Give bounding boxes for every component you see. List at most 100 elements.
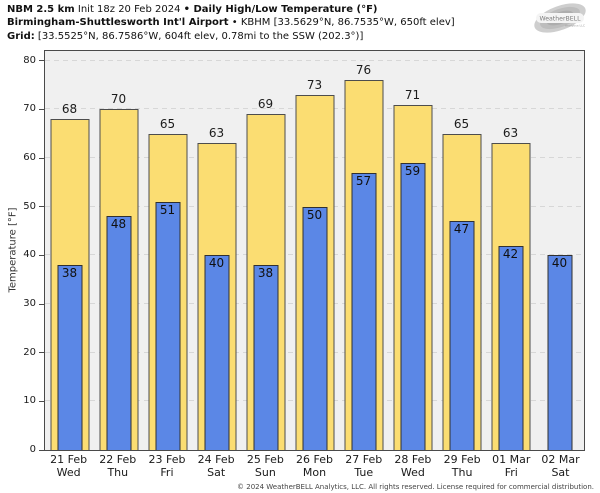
low-temp-value: 51 (159, 202, 176, 217)
high-temp-value: 63 (502, 126, 519, 141)
x-label-date: 27 Feb (345, 453, 383, 466)
header-line-1: NBM 2.5 km Init 18z 20 Feb 2024 • Daily … (7, 3, 455, 16)
low-temp-value: 42 (502, 246, 519, 261)
init-time: Init 18z 20 Feb 2024 (74, 4, 184, 15)
x-label-28-feb: 28 Feb Wed (388, 453, 437, 479)
y-axis: 0 10 20 30 40 50 60 70 80 (0, 51, 44, 455)
x-label-day: Sat (207, 465, 226, 479)
x-label-27-feb: 27 Feb Tue (339, 453, 388, 479)
x-label-date: 02 Mar (541, 453, 580, 466)
bar-group-25-feb: 69 38 (241, 51, 290, 450)
chart-header: NBM 2.5 km Init 18z 20 Feb 2024 • Daily … (7, 3, 455, 43)
low-temp-bar: 57 (351, 172, 376, 450)
y-tick-mark-30 (39, 303, 44, 305)
high-temp-value: 68 (61, 102, 78, 117)
low-temp-value: 59 (404, 163, 421, 178)
low-temp-value: 40 (208, 256, 225, 271)
low-temp-value: 50 (306, 207, 323, 222)
y-tick-label-20: 20 (23, 346, 36, 358)
bar-group-26-feb: 73 50 (290, 51, 339, 450)
x-label-day: Wed (400, 465, 425, 479)
y-tick-label-10: 10 (23, 395, 36, 407)
x-label-date: 28 Feb (394, 453, 432, 466)
header-line-3: Grid: [33.5525°N, 86.7586°W, 604ft elev,… (7, 30, 455, 43)
copyright-text: © 2024 WeatherBELL Analytics, LLC. All r… (237, 483, 594, 491)
header-line-2: Birmingham-Shuttlesworth Int'l Airport •… (7, 16, 455, 29)
x-label-date: 29 Feb (443, 453, 481, 466)
x-label-date: 01 Mar (492, 453, 531, 466)
bar-group-02-mar: 40 (535, 51, 584, 450)
x-label-day: Thu (451, 465, 473, 479)
low-temp-bar: 38 (253, 265, 278, 450)
x-label-date: 22 Feb (99, 453, 137, 466)
y-tick-mark-60 (39, 157, 44, 159)
logo-text: WeatherBELL (539, 16, 581, 23)
y-tick-label-50: 50 (23, 200, 36, 212)
x-label-date: 21 Feb (50, 453, 88, 466)
x-label-29-feb: 29 Feb Thu (438, 453, 487, 479)
weatherbell-logo-icon: WeatherBELL Analytics LLC (527, 2, 593, 34)
low-temp-value: 57 (355, 173, 372, 188)
low-temp-value: 40 (551, 256, 568, 271)
low-temp-value: 38 (61, 266, 78, 281)
high-temp-value: 65 (453, 116, 470, 131)
grid-label: Grid: (7, 30, 35, 42)
x-label-26-feb: 26 Feb Mon (290, 453, 339, 479)
low-temp-bar: 42 (498, 245, 523, 450)
low-temp-bar: 50 (302, 206, 327, 450)
model-name: NBM 2.5 km (7, 4, 75, 15)
x-label-21-feb: 21 Feb Wed (44, 453, 93, 479)
x-label-02-mar: 02 Mar Sat (536, 453, 585, 479)
high-temp-value: 73 (306, 77, 323, 92)
bar-group-22-feb: 70 48 (94, 51, 143, 450)
chart-title: • Daily High/Low Temperature (°F) (183, 4, 378, 15)
plot-area: 68 38 70 48 65 51 63 40 69 38 73 50 76 57 71 59 65 47 63 42… (44, 50, 585, 451)
high-temp-value: 71 (404, 87, 421, 102)
low-temp-value: 38 (257, 266, 274, 281)
y-tick-mark-80 (39, 60, 44, 62)
x-label-date: 26 Feb (296, 453, 334, 466)
bar-group-23-feb: 65 51 (143, 51, 192, 450)
high-temp-value: 63 (208, 126, 225, 141)
bar-group-21-feb: 68 38 (45, 51, 94, 450)
y-tick-mark-0 (39, 449, 44, 451)
low-temp-bar: 40 (204, 255, 229, 450)
low-temp-bar: 48 (106, 216, 131, 450)
y-tick-mark-50 (39, 206, 44, 208)
y-tick-label-70: 70 (23, 103, 36, 115)
bar-group-24-feb: 63 40 (192, 51, 241, 450)
y-tick-mark-70 (39, 108, 44, 110)
bars-row: 68 38 70 48 65 51 63 40 69 38 73 50 76 57 71 59 65 47 63 42… (45, 51, 584, 450)
y-tick-label-40: 40 (23, 249, 36, 261)
x-label-date: 24 Feb (197, 453, 235, 466)
y-tick-label-60: 60 (23, 152, 36, 164)
low-temp-bar: 38 (57, 265, 82, 450)
bar-group-27-feb: 76 57 (339, 51, 388, 450)
x-label-date: 25 Feb (246, 453, 284, 466)
high-temp-value: 69 (257, 97, 274, 112)
x-label-day: Thu (107, 465, 129, 479)
low-temp-bar: 51 (155, 201, 180, 450)
low-temp-bar: 40 (547, 255, 572, 450)
gridline-80 (45, 59, 584, 61)
x-label-23-feb: 23 Feb Fri (142, 453, 191, 479)
low-temp-value: 48 (110, 217, 127, 232)
x-label-24-feb: 24 Feb Sat (192, 453, 241, 479)
logo-subtext: Analytics LLC (565, 24, 585, 28)
y-tick-label-80: 80 (23, 54, 36, 66)
low-temp-bar: 47 (449, 221, 474, 450)
bar-group-01-mar: 63 42 (486, 51, 535, 450)
x-label-day: Sat (551, 465, 570, 479)
high-temp-value: 76 (355, 63, 372, 78)
x-label-day: Wed (56, 465, 81, 479)
x-label-25-feb: 25 Feb Sun (241, 453, 290, 479)
bar-group-28-feb: 71 59 (388, 51, 437, 450)
y-tick-mark-40 (39, 254, 44, 256)
high-temp-value: 70 (110, 92, 127, 107)
x-label-day: Tue (354, 465, 374, 479)
station-coords: • KBHM [33.5629°N, 86.7535°W, 650ft elev… (228, 17, 455, 29)
x-axis-labels: 21 Feb Wed 22 Feb Thu 23 Feb Fri 24 Feb Sat 25 F… (44, 453, 585, 479)
y-tick-mark-20 (39, 352, 44, 354)
station-name: Birmingham-Shuttlesworth Int'l Airport (7, 17, 229, 29)
x-label-01-mar: 01 Mar Fri (487, 453, 536, 479)
